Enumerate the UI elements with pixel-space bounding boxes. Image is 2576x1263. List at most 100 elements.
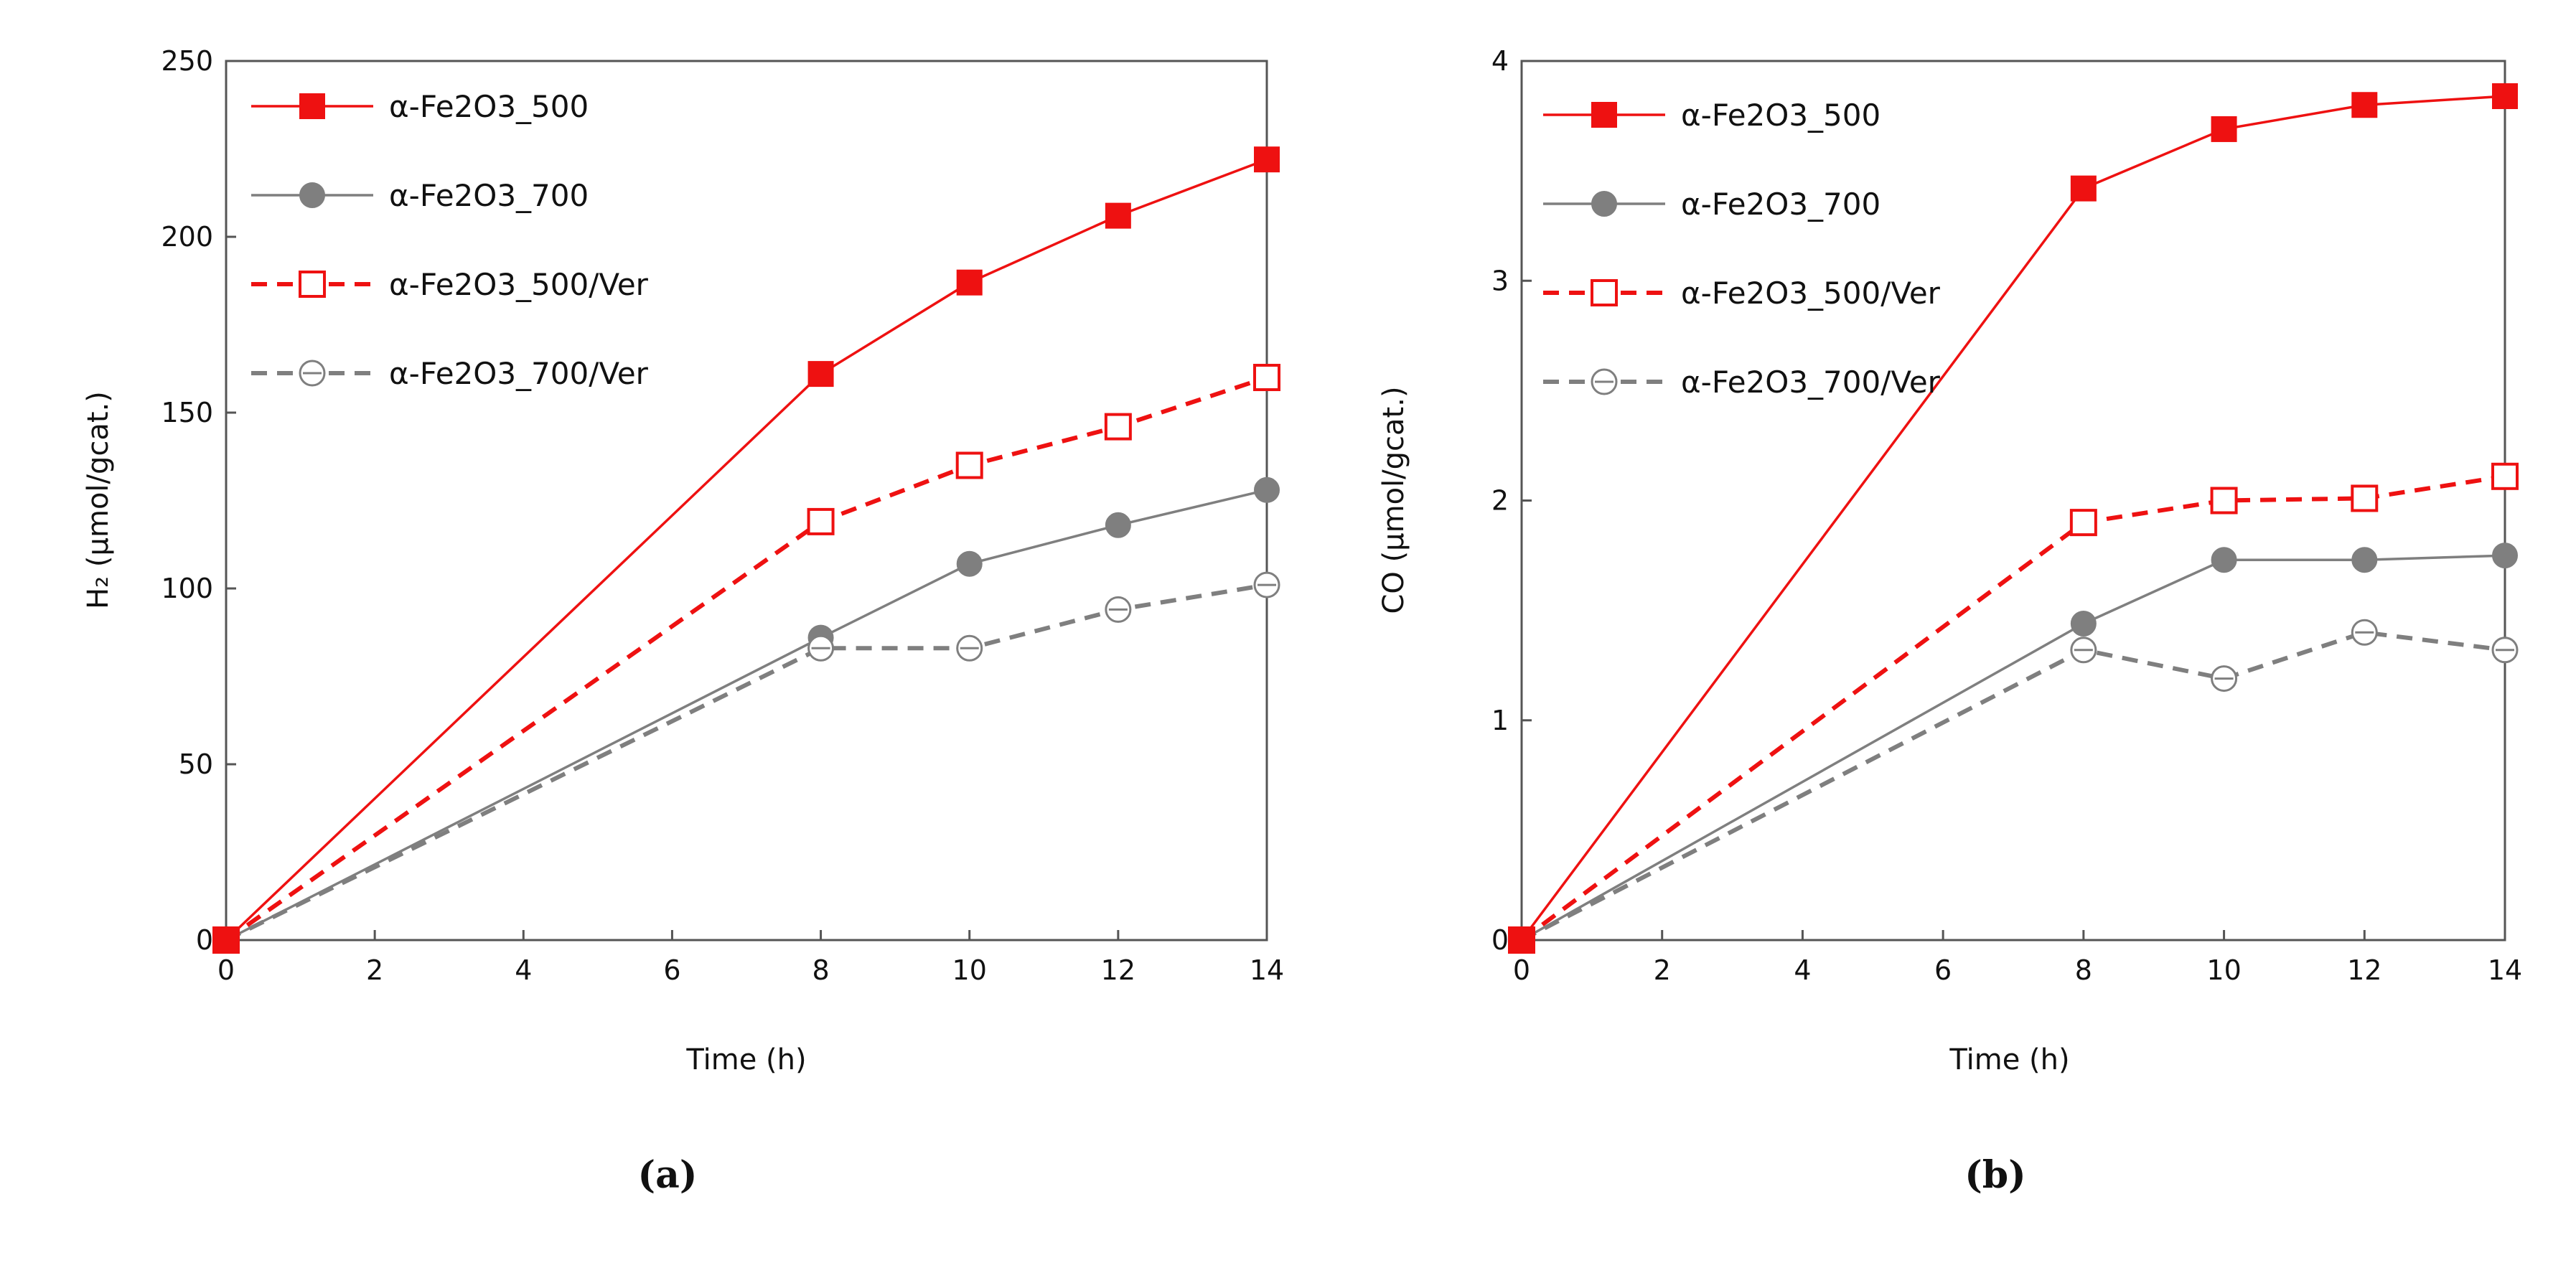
data-point-series-3	[2210, 487, 2238, 515]
series-line-3	[225, 375, 1268, 942]
legend-marker	[299, 182, 325, 208]
series-line-3	[1520, 474, 2506, 942]
y-axis-title-b: CO (µmol/gcat.)	[1377, 386, 1410, 614]
data-point-series-3	[1104, 413, 1132, 441]
panel-label-b: (b)	[1964, 1153, 2026, 1197]
data-point-series-4	[2491, 637, 2519, 664]
x-tick-label: 10	[2206, 954, 2241, 986]
x-tick-label: 14	[1250, 954, 1284, 986]
x-axis-title-a: Time (h)	[685, 1043, 806, 1076]
data-point-series-4	[956, 634, 983, 662]
y-ticks-b: 0 1 2 3 4	[1491, 45, 1532, 956]
data-point-series-1	[1105, 202, 1131, 229]
y-axis-title-a: H₂ (µmol/gcat.)	[82, 391, 115, 609]
legend-label: α-Fe2O3_700/Ver	[1681, 365, 1941, 400]
data-point-series-1	[2351, 92, 2378, 118]
data-point-series-3	[1253, 364, 1280, 391]
data-point-series-4	[1105, 596, 1132, 623]
data-point-series-3	[2351, 484, 2379, 512]
x-axis-title-b: Time (h)	[1949, 1043, 2069, 1076]
data-point-series-2	[2492, 543, 2518, 569]
data-point-series-2	[1254, 476, 1280, 503]
x-tick-label: 14	[2488, 954, 2522, 986]
x-tick-label: 12	[1101, 954, 1135, 986]
data-point-series-4	[1253, 571, 1280, 598]
x-tick-label: 6	[1934, 954, 1952, 986]
series-line-2	[225, 489, 1268, 942]
y-tick-label: 1	[1491, 705, 1509, 736]
data-point-series-2	[2351, 547, 2378, 573]
y-tick-label: 3	[1491, 265, 1509, 296]
x-ticks-b: 0 2 4 6 8 10 12 14	[1513, 930, 2522, 986]
x-tick-label: 4	[1794, 954, 1811, 986]
x-tick-label: 6	[663, 954, 680, 986]
legend-label: α-Fe2O3_500	[389, 89, 589, 124]
series-line-4	[1520, 630, 2506, 942]
legend-marker	[1591, 279, 1618, 306]
panel-label-a: (a)	[638, 1153, 698, 1197]
legend-label: α-Fe2O3_500/Ver	[389, 267, 649, 302]
legend-marker	[299, 93, 325, 119]
y-tick-label: 4	[1491, 45, 1509, 77]
y-tick-label: 0	[196, 924, 213, 956]
x-tick-label: 8	[2075, 954, 2092, 986]
series-a	[212, 146, 1280, 954]
series-b	[1508, 83, 2519, 954]
y-tick-label: 250	[161, 45, 213, 77]
series-line-2	[1521, 554, 2506, 942]
data-point-series-4	[2211, 665, 2238, 692]
data-point-series-3	[2069, 509, 2097, 537]
data-point-series-3	[807, 507, 835, 535]
legend-label: α-Fe2O3_500/Ver	[1681, 276, 1941, 311]
x-tick-label: 0	[217, 954, 235, 986]
x-tick-label: 2	[366, 954, 383, 986]
legend-marker	[299, 360, 326, 387]
x-tick-label: 2	[1654, 954, 1671, 986]
y-ticks-a: 0 50 100 150 200 250	[161, 45, 236, 956]
legend-a: α-Fe2O3_500 α-Fe2O3_700 α-Fe2O3_500/Ver α-F…	[251, 89, 649, 391]
x-tick-label: 4	[515, 954, 532, 986]
y-tick-label: 150	[161, 397, 213, 428]
data-point-series-1	[2211, 116, 2237, 142]
legend-marker	[299, 271, 326, 298]
x-tick-label: 8	[812, 954, 829, 986]
data-point-series-2	[1105, 512, 1131, 538]
data-point-series-1	[956, 269, 983, 296]
y-tick-label: 100	[161, 573, 213, 604]
legend-label: α-Fe2O3_700	[389, 178, 589, 213]
data-point-series-4	[2351, 619, 2378, 646]
y-tick-label: 50	[179, 748, 213, 780]
data-point-series-2	[2070, 611, 2097, 637]
data-point-series-2	[956, 550, 983, 577]
data-point-series-1	[1254, 146, 1280, 173]
x-ticks-a: 0 2 4 6 8 10 12 14	[217, 930, 1284, 986]
x-tick-label: 10	[952, 954, 987, 986]
data-point-series-3	[955, 451, 983, 479]
data-point-series-1	[807, 361, 834, 388]
data-point-series-2	[2211, 547, 2237, 573]
legend-label: α-Fe2O3_500	[1681, 98, 1881, 133]
y-tick-label: 2	[1491, 485, 1509, 517]
legend-marker	[1591, 191, 1617, 217]
y-tick-label: 200	[161, 221, 213, 253]
data-point-series-1	[213, 927, 239, 953]
data-point-series-3	[2491, 462, 2519, 490]
data-point-series-1	[2070, 175, 2097, 202]
y-tick-label: 0	[1491, 924, 1509, 956]
data-point-series-1	[1509, 927, 1535, 953]
x-tick-label: 0	[1513, 954, 1530, 986]
data-point-series-1	[2492, 83, 2518, 109]
legend-b: α-Fe2O3_500 α-Fe2O3_700 α-Fe2O3_500/Ver α-F…	[1543, 98, 1941, 400]
series-line-1	[225, 158, 1268, 942]
series-line-4	[225, 583, 1268, 942]
legend-marker	[1591, 102, 1617, 128]
data-point-series-4	[2070, 637, 2097, 664]
legend-label: α-Fe2O3_700	[1681, 187, 1881, 222]
plot-frame-a	[225, 60, 1268, 942]
x-tick-label: 12	[2347, 954, 2381, 986]
legend-label: α-Fe2O3_700/Ver	[389, 356, 649, 391]
legend-marker	[1591, 368, 1618, 395]
series-line-1	[1520, 95, 2506, 942]
